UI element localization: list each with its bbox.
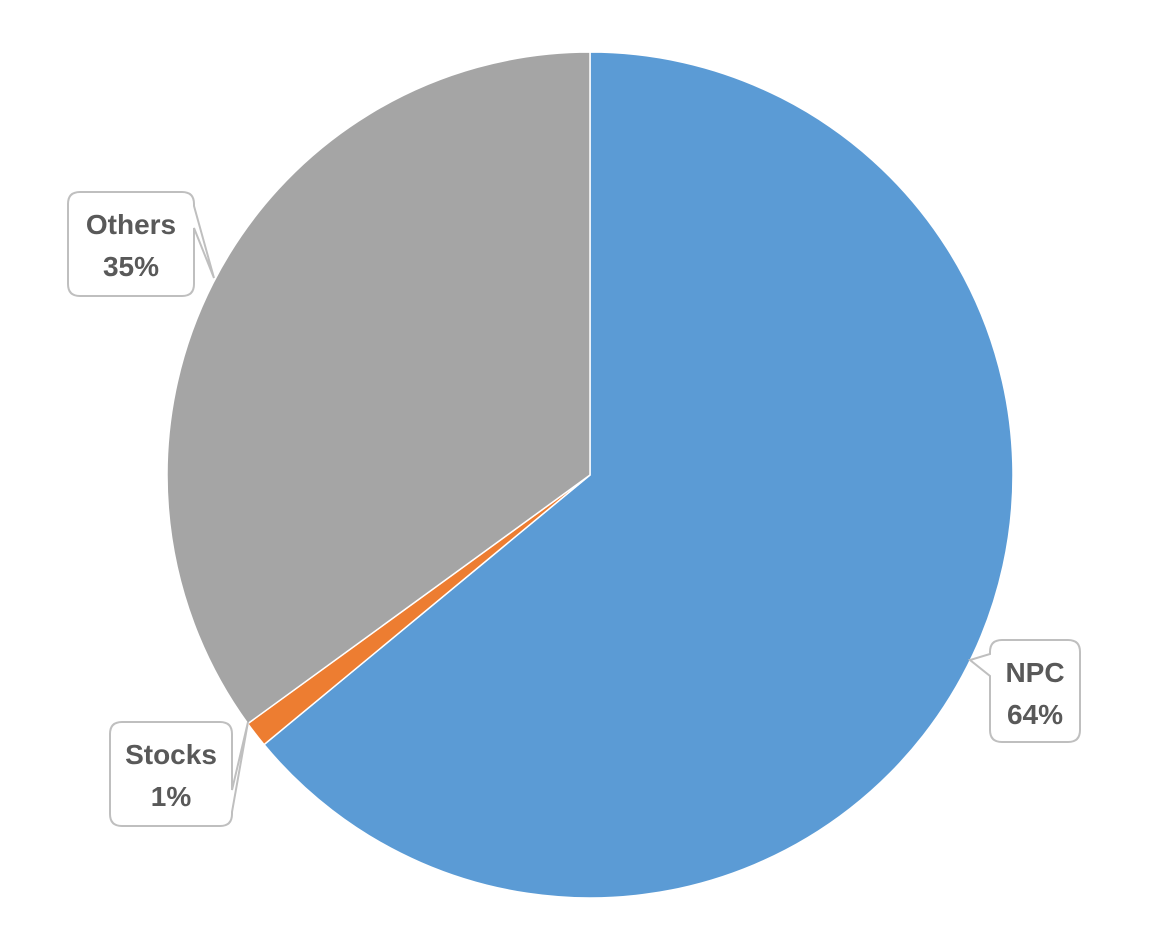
slice-percent-npc: 64%	[1007, 699, 1063, 730]
data-label-npc: NPC 64%	[967, 639, 1081, 743]
slice-label-npc: NPC	[1005, 657, 1064, 688]
pie-slice-npc	[263, 51, 1014, 899]
slices-layer	[166, 51, 1014, 899]
callouts-layer: NPC 64% Stocks 1% Others 35%	[67, 191, 1081, 827]
slice-label-others: Others	[86, 209, 176, 240]
data-label-box-others	[67, 191, 215, 297]
slice-percent-stocks: 1%	[151, 781, 192, 812]
slice-label-stocks: Stocks	[125, 739, 217, 770]
pie-slice-others	[166, 51, 591, 725]
data-label-stocks: Stocks 1%	[109, 721, 249, 827]
data-label-others: Others 35%	[67, 191, 215, 297]
data-label-box-npc	[967, 639, 1081, 743]
slice-percent-others: 35%	[103, 251, 159, 282]
data-label-box-stocks	[109, 721, 249, 827]
